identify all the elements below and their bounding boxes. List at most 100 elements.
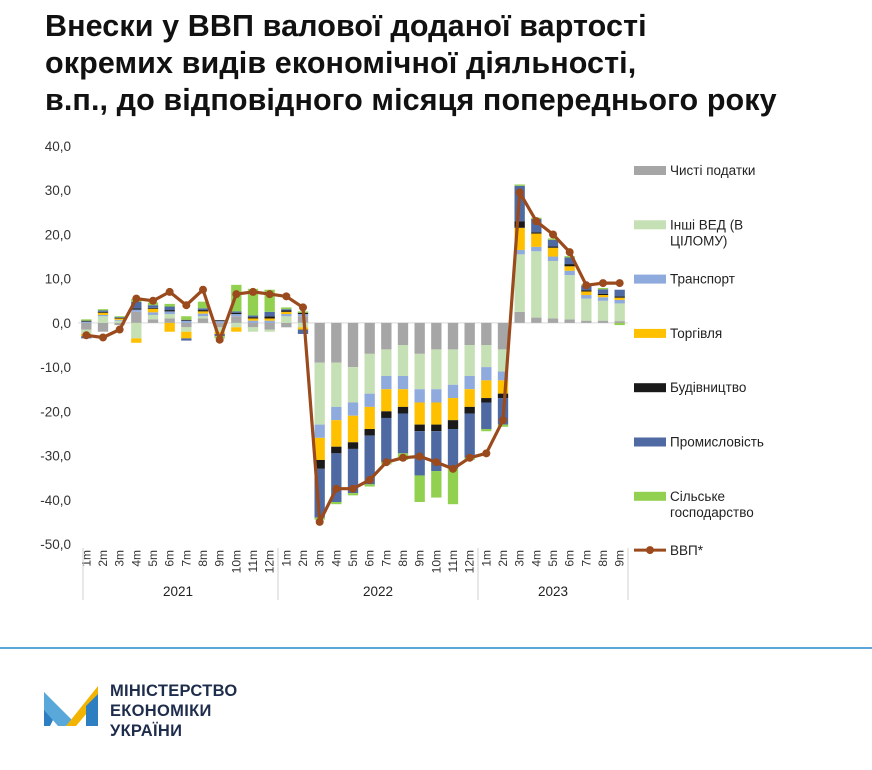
y-tick-label: 10,0 — [45, 272, 71, 287]
bar-segment-3-29 — [564, 266, 575, 271]
x-tick-label: 7m — [179, 550, 193, 567]
bar-segment-3-10 — [247, 318, 259, 321]
bar-segment-0-25 — [497, 322, 509, 350]
logo-text-line-2: ЕКОНОМІКИ — [110, 702, 212, 720]
bar-segment-4-22 — [447, 420, 459, 430]
bar-segment-4-4 — [147, 307, 159, 309]
bar-segment-6-1 — [97, 309, 109, 311]
bar-segment-6-7 — [197, 301, 209, 309]
gdp-point-20 — [415, 452, 424, 461]
y-tick-label: -30,0 — [40, 449, 71, 464]
x-tick-label: 8m — [396, 550, 410, 567]
bar-segment-5-22 — [447, 429, 459, 469]
bar-segment-0-14 — [314, 322, 325, 363]
gdp-point-30 — [582, 281, 591, 290]
bar-segment-0-9 — [231, 316, 242, 323]
legend-label-1: ЦІЛОМУ) — [670, 233, 727, 248]
bar-segment-5-3 — [131, 301, 142, 309]
bar-segment-6-5 — [164, 303, 175, 307]
bar-segment-3-24 — [481, 380, 492, 399]
x-tick-label: 9m — [613, 550, 627, 567]
bar-segment-0-18 — [381, 322, 392, 350]
legend-swatch-5 — [634, 437, 666, 447]
legend-label-1: Інші ВЕД (В — [670, 217, 743, 232]
bar-segment-0-10 — [247, 322, 259, 328]
bar-segment-4-19 — [397, 406, 409, 414]
bar-segment-0-11 — [264, 322, 275, 330]
x-tick-label: 10m — [429, 550, 443, 573]
bar-segment-6-2 — [114, 316, 125, 318]
bar-segment-1-3 — [131, 322, 142, 339]
bar-segment-3-19 — [397, 389, 409, 407]
bar-segment-1-8 — [214, 327, 225, 332]
y-tick-label: 20,0 — [45, 227, 71, 242]
bar-segment-5-6 — [181, 338, 192, 341]
bar-segment-2-25 — [497, 371, 509, 381]
bar-segment-6-6 — [181, 316, 192, 320]
bar-segment-5-15 — [331, 453, 342, 502]
bar-segment-2-23 — [464, 375, 475, 390]
bar-segment-6-10 — [247, 288, 259, 316]
bar-segment-5-13 — [297, 329, 309, 334]
bar-segment-0-22 — [447, 322, 459, 350]
bar-segment-1-29 — [564, 275, 575, 320]
gdp-point-3 — [132, 294, 141, 303]
bar-segment-1-1 — [97, 316, 109, 323]
bar-segment-3-9 — [231, 327, 242, 332]
x-tick-label: 9m — [413, 550, 427, 567]
gdp-point-23 — [465, 453, 474, 462]
chart-title-line-3: в.п., до відповідного місяця попередньог… — [45, 83, 777, 117]
stacked-bar-chart: 40,0 30,0 20,0 10,0 0,0 -10,0 -20,0 -30,0 -40,0 -… — [40, 139, 764, 600]
bar-segment-2-17 — [364, 393, 375, 407]
gdp-point-17 — [365, 475, 374, 484]
gdp-point-1 — [99, 333, 107, 342]
gdp-point-2 — [115, 325, 124, 334]
bar-segment-1-4 — [147, 314, 159, 320]
gdp-point-21 — [432, 458, 441, 467]
bar-segment-2-20 — [414, 389, 425, 403]
bar-segment-3-4 — [147, 308, 159, 313]
chart-title-line-2: окремих видів економічної діяльності, — [45, 46, 637, 80]
bar-segment-3-5 — [164, 322, 175, 332]
bar-segment-1-21 — [431, 349, 442, 390]
gdp-point-26 — [515, 188, 524, 197]
bar-segment-1-27 — [531, 251, 542, 318]
y-tick-label: 0,0 — [52, 316, 71, 331]
bar-segment-4-16 — [347, 442, 359, 449]
bar-segment-1-26 — [514, 254, 525, 312]
year-label: 2021 — [163, 584, 193, 599]
gdp-point-9 — [232, 290, 241, 299]
bar-segment-4-3 — [131, 308, 142, 310]
bar-segment-5-32 — [614, 289, 625, 297]
bar-segment-0-3 — [131, 311, 142, 323]
gdp-point-13 — [299, 303, 307, 312]
bar-segment-3-14 — [314, 437, 325, 460]
x-tick-label: 7m — [579, 550, 593, 567]
bar-segment-2-0 — [81, 321, 92, 323]
year-label: 2022 — [363, 584, 393, 599]
bar-segment-4-10 — [247, 317, 259, 319]
bar-segment-0-15 — [331, 322, 342, 363]
legend-swatch-0 — [634, 166, 666, 175]
bar-segment-4-5 — [164, 310, 175, 312]
gdp-point-27 — [532, 217, 541, 226]
bar-segment-4-21 — [431, 424, 442, 432]
legend-label-7: ВВП* — [670, 543, 704, 558]
bar-segment-2-22 — [447, 384, 459, 399]
x-tick-label: 5m — [546, 550, 560, 567]
bar-segment-5-23 — [464, 413, 475, 458]
bar-segment-0-30 — [581, 320, 592, 323]
bar-segment-1-5 — [164, 314, 175, 319]
bar-segment-4-20 — [414, 424, 425, 432]
gdp-point-18 — [382, 458, 391, 467]
bar-segment-5-21 — [431, 431, 442, 472]
bar-segment-3-32 — [614, 297, 625, 300]
x-tick-label: 2m — [296, 550, 310, 567]
bar-segment-6-0 — [81, 319, 92, 321]
legend-swatch-3 — [634, 328, 666, 338]
bar-segment-6-28 — [547, 238, 559, 240]
year-label: 2023 — [538, 584, 568, 599]
bar-segment-1-18 — [381, 349, 392, 376]
x-tick-label: 10m — [229, 550, 243, 573]
bar-segment-1-16 — [347, 367, 359, 403]
